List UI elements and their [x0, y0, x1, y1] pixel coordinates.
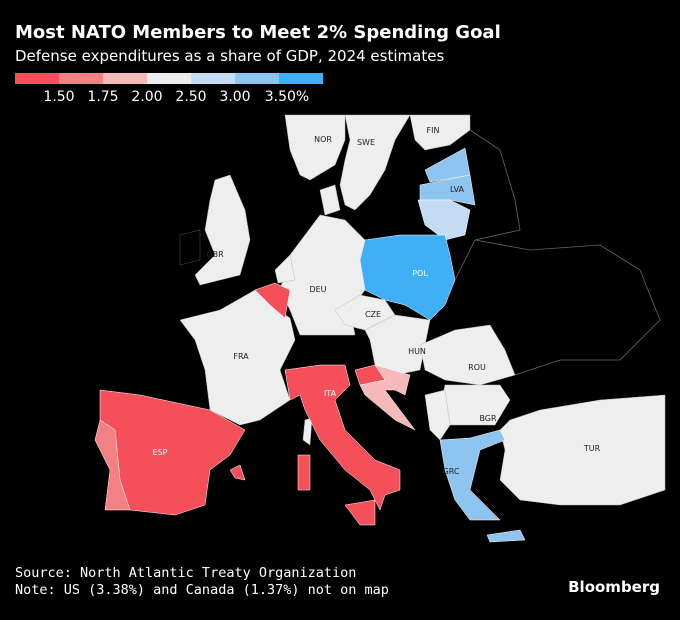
country-bel[interactable]: [254, 282, 291, 319]
label-rou: ROU: [468, 363, 486, 372]
country-ita-sardinia[interactable]: [297, 454, 311, 491]
legend-swatch: [59, 73, 103, 84]
country-irl: [179, 229, 201, 266]
color-legend: [15, 73, 323, 84]
label-deu: DEU: [309, 285, 326, 294]
label-nor: NOR: [314, 135, 332, 144]
label-esp: ESP: [153, 448, 168, 457]
country-rou[interactable]: [419, 324, 516, 386]
country-gbr[interactable]: [194, 174, 251, 286]
country-prt[interactable]: [94, 419, 131, 511]
legend-swatch: [15, 73, 59, 84]
country-grc[interactable]: [439, 429, 506, 521]
country-nld[interactable]: [274, 254, 296, 284]
label-cze: CZE: [365, 310, 381, 319]
label-gbr: GBR: [206, 250, 224, 259]
label-grc: GRC: [443, 467, 460, 476]
legend-swatch: [147, 73, 191, 84]
country-grc-crete[interactable]: [486, 529, 526, 543]
legend-swatch: [103, 73, 147, 84]
country-dnk[interactable]: [319, 184, 341, 216]
label-lva: LVA: [450, 185, 465, 194]
legend-swatch: [279, 73, 323, 84]
country-hrv[interactable]: [359, 364, 416, 431]
bloomberg-logo: Bloomberg: [568, 578, 660, 596]
country-fra-corsica[interactable]: [302, 417, 313, 446]
legend-label: 1.75: [87, 89, 119, 105]
chart-title: Most NATO Members to Meet 2% Spending Go…: [15, 22, 501, 43]
label-fin: FIN: [427, 126, 440, 135]
country-tur[interactable]: [499, 394, 666, 506]
non-nato-borders: [454, 129, 661, 376]
country-lva[interactable]: [419, 174, 476, 206]
country-swe[interactable]: [339, 114, 411, 211]
chart-subtitle: Defense expenditures as a share of GDP, …: [15, 47, 445, 65]
country-fin[interactable]: [409, 114, 471, 151]
label-swe: SWE: [357, 138, 375, 147]
label-tur: TUR: [583, 444, 601, 453]
country-hun[interactable]: [364, 314, 431, 376]
legend-label: 2.50: [175, 89, 207, 105]
country-nor[interactable]: [284, 114, 346, 181]
footnote: Note: US (3.38%) and Canada (1.37%) not …: [15, 582, 389, 598]
legend-swatch: [235, 73, 279, 84]
label-ita: ITA: [324, 389, 337, 398]
label-bgr: BGR: [479, 414, 497, 423]
country-ita-sicily[interactable]: [344, 499, 376, 526]
legend-label: 3.00: [219, 89, 251, 105]
country-pol[interactable]: [359, 234, 456, 321]
label-pol: POL: [412, 269, 428, 278]
source-note: Source: North Atlantic Treaty Organizati…: [15, 565, 357, 581]
country-esp-baleares[interactable]: [229, 464, 246, 481]
country-alb-mkd[interactable]: [424, 389, 451, 441]
legend-label: 2.00: [131, 89, 163, 105]
legend-swatch: [191, 73, 235, 84]
label-fra: FRA: [233, 352, 249, 361]
country-ltu[interactable]: [417, 199, 471, 241]
legend-label: 3.50%: [264, 89, 310, 105]
country-bgr[interactable]: [439, 384, 511, 426]
country-ita[interactable]: [284, 364, 401, 511]
label-hun: HUN: [408, 347, 426, 356]
legend-label: 1.50: [43, 89, 75, 105]
